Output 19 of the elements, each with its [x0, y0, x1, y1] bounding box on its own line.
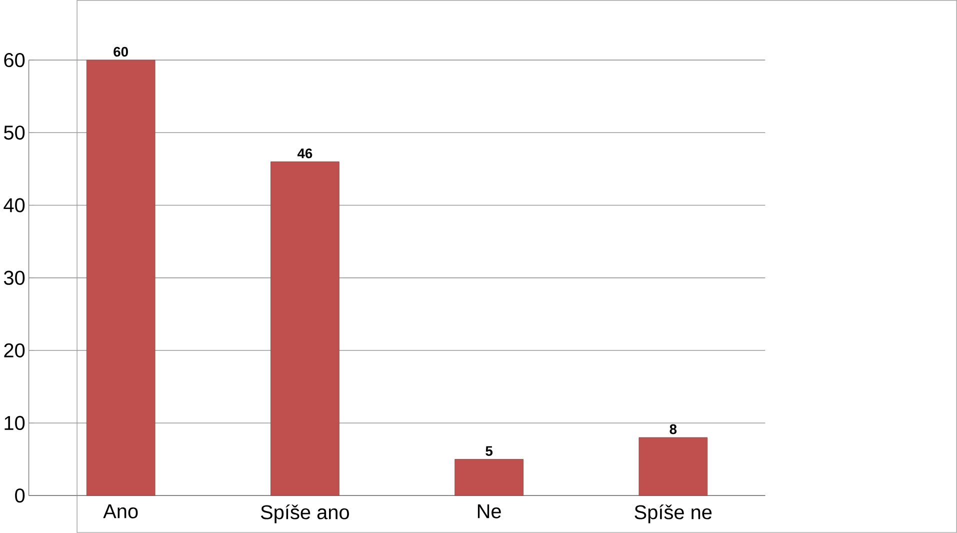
x-tick-label: Spíše ano: [260, 504, 349, 524]
x-tick-label: Spíše ne: [634, 504, 712, 524]
y-tick-label: 10: [4, 416, 25, 430]
bar: [270, 162, 340, 496]
y-tick-label: 50: [4, 126, 25, 140]
bar: [454, 459, 524, 496]
y-tick-label: 60: [4, 53, 25, 68]
y-tick-label: 0: [15, 488, 25, 503]
data-label: 8: [670, 424, 677, 434]
x-tick-label: Ano: [103, 504, 138, 518]
data-label: 46: [297, 148, 312, 158]
x-tick-label: Ne: [478, 504, 501, 518]
data-label: 5: [486, 446, 493, 456]
y-tick-label: 40: [4, 198, 25, 212]
data-label: 60: [114, 46, 128, 57]
bar: [638, 437, 708, 496]
y-tick-label: 30: [4, 270, 25, 285]
y-tick-label: 20: [4, 343, 25, 358]
bar: [86, 60, 156, 496]
